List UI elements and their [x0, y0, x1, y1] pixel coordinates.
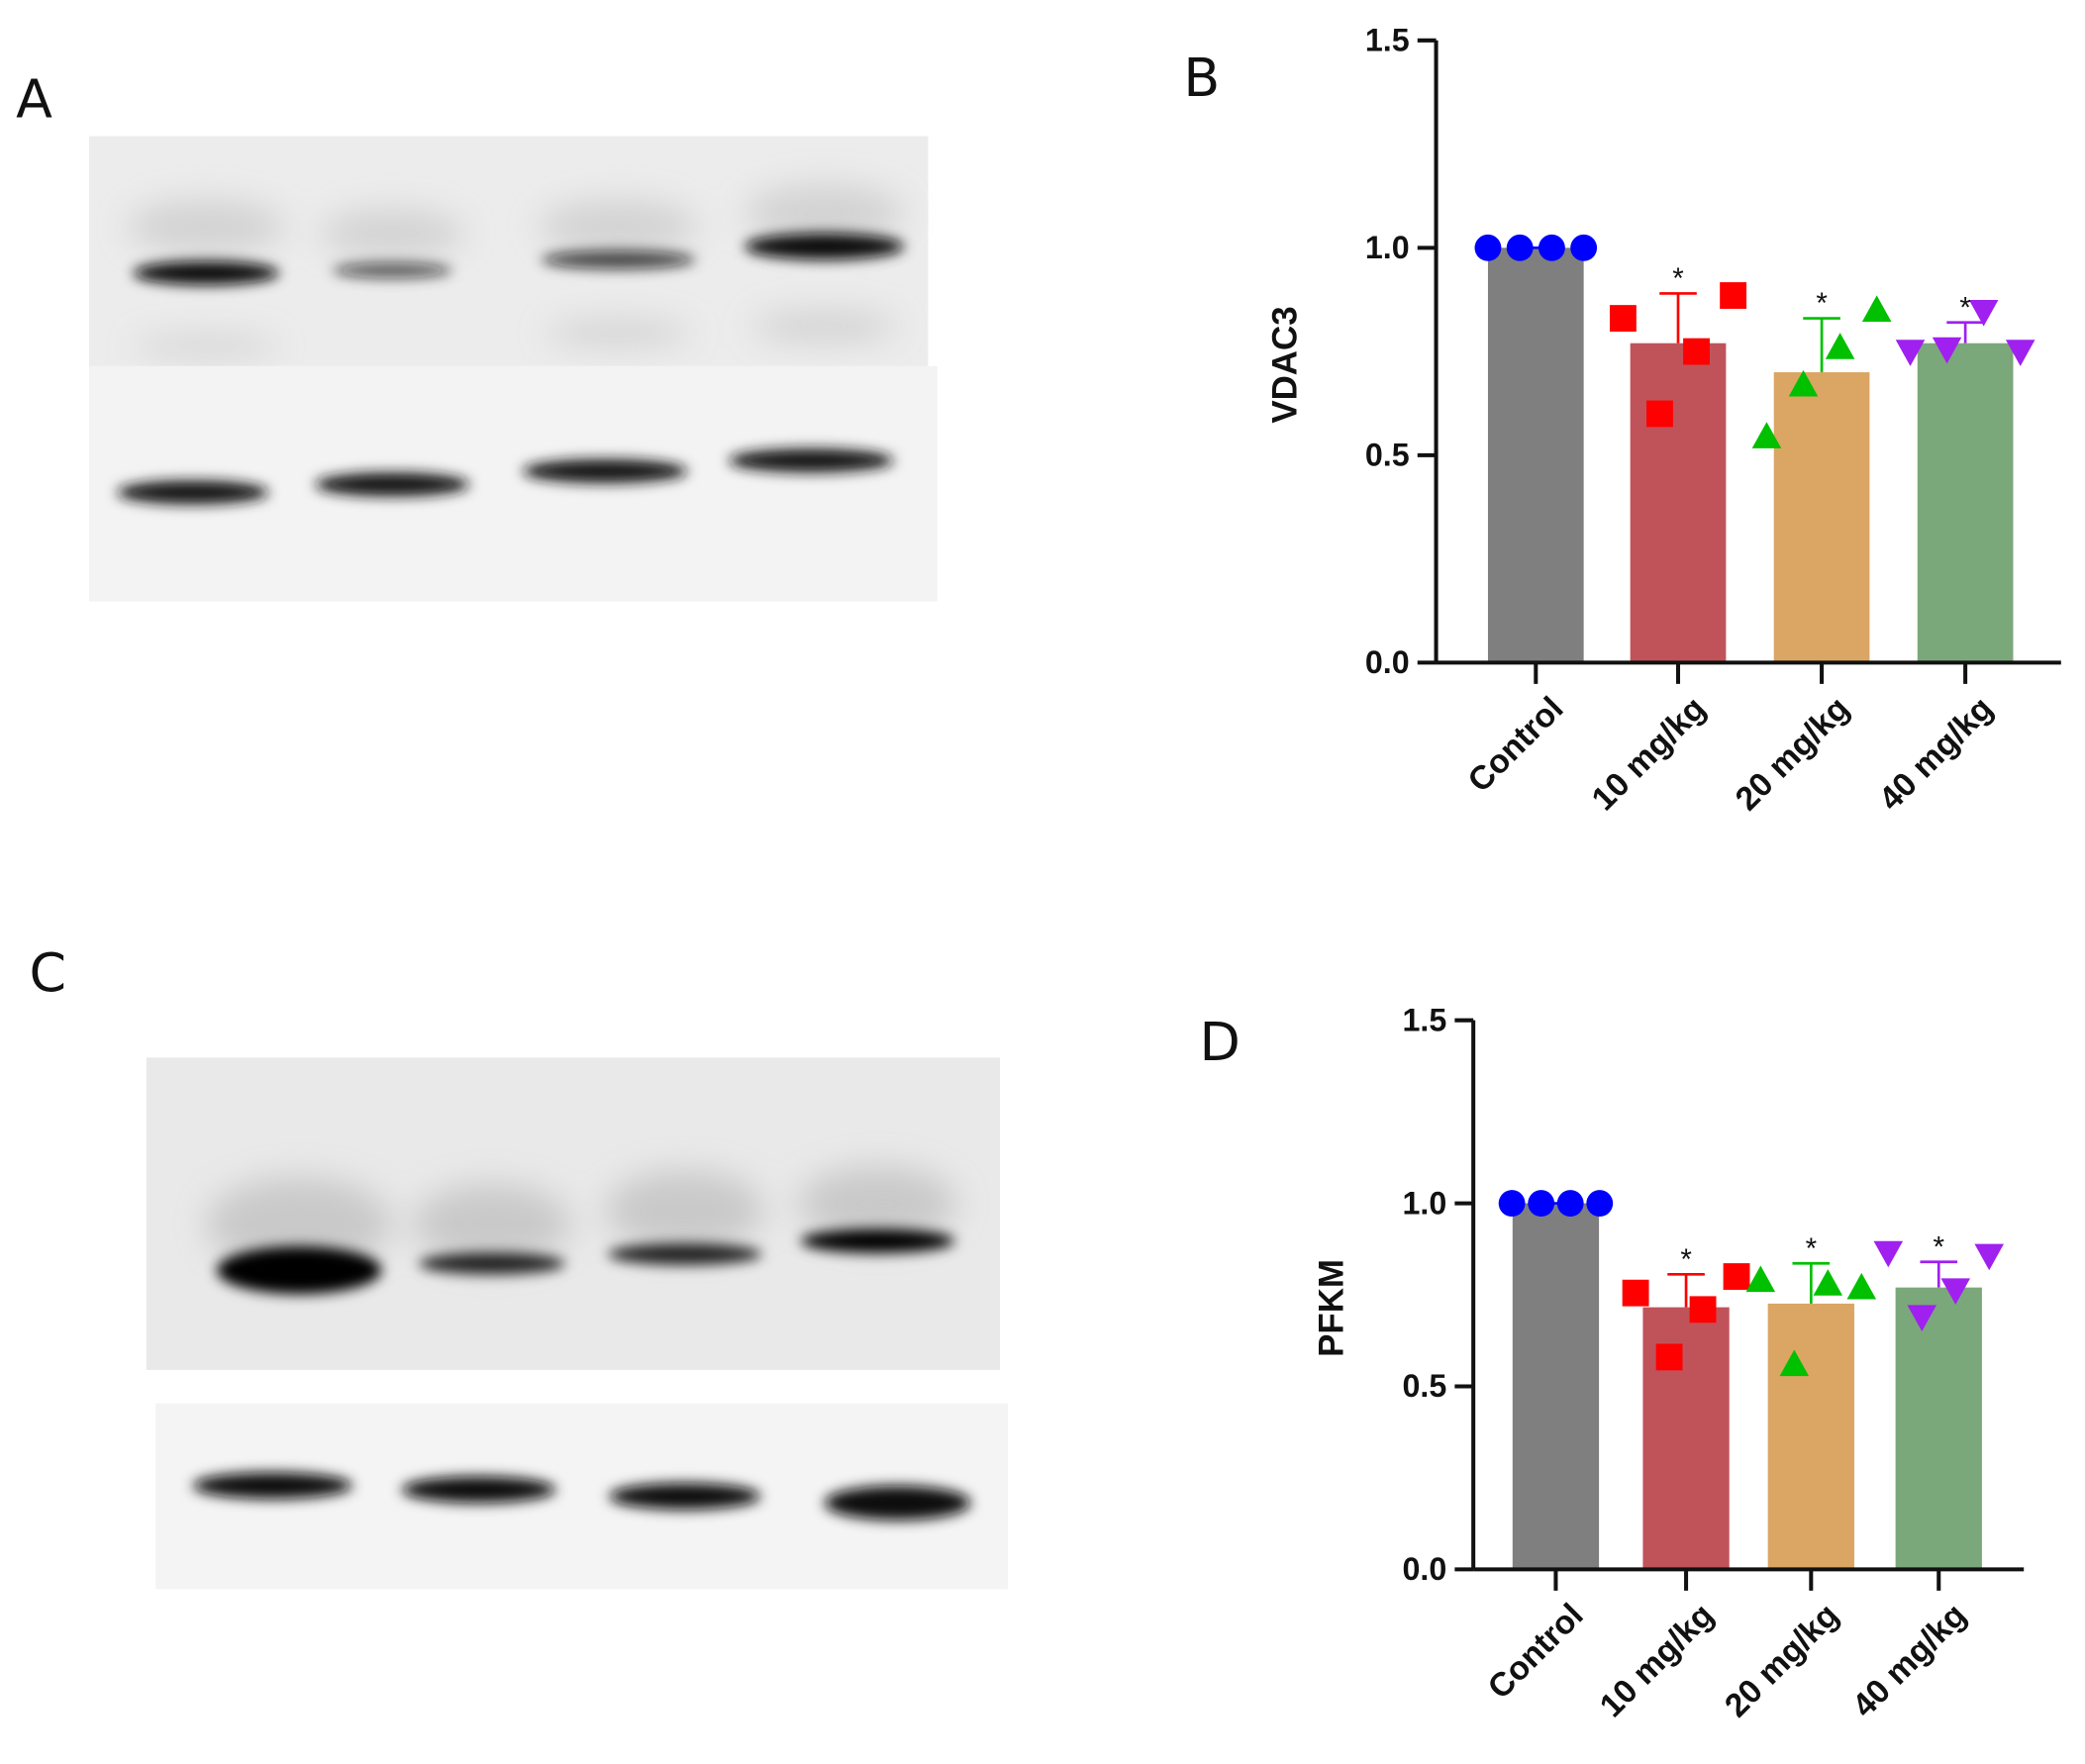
x-tick-label: 20 mg/kg — [1729, 690, 1856, 818]
bar — [1767, 1303, 1854, 1570]
data-point — [1506, 234, 1534, 261]
significance-mark: * — [1816, 287, 1828, 320]
data-point — [1907, 1305, 1937, 1331]
data-point — [1751, 422, 1782, 448]
bar — [1895, 1287, 1982, 1570]
data-point — [1723, 1263, 1750, 1290]
data-point — [1528, 1190, 1555, 1218]
x-tick-label: 20 mg/kg — [1718, 1597, 1845, 1724]
y-axis-label: PFKM — [1313, 1259, 1351, 1357]
bar — [1773, 372, 1870, 663]
data-point — [1788, 369, 1819, 397]
data-point — [1655, 1343, 1683, 1371]
western-blot — [146, 1057, 1009, 1590]
bar — [1630, 343, 1727, 663]
bar — [1642, 1307, 1730, 1570]
y-tick-label: 0.5 — [1403, 1368, 1447, 1404]
bar — [1917, 343, 2014, 663]
panel-label: B — [1183, 47, 1220, 109]
panel-label: D — [1199, 1011, 1240, 1073]
significance-mark: * — [1959, 291, 1971, 324]
data-point — [1825, 333, 1855, 359]
x-tick-label: 10 mg/kg — [1593, 1597, 1721, 1724]
data-point — [1474, 234, 1502, 261]
data-point — [1932, 337, 1962, 364]
data-point — [1968, 300, 1999, 327]
x-tick-label: Control — [1481, 1597, 1591, 1707]
x-tick-label: 10 mg/kg — [1585, 690, 1713, 818]
data-point — [1846, 1272, 1877, 1300]
data-point — [1779, 1349, 1810, 1377]
y-tick-label: 1.0 — [1403, 1185, 1447, 1221]
data-point — [1556, 1190, 1584, 1218]
data-point — [1683, 338, 1710, 365]
data-point — [1646, 400, 1673, 428]
data-point — [1720, 282, 1747, 309]
significance-mark: * — [1672, 262, 1684, 295]
panel-label: A — [16, 68, 52, 131]
data-point — [1745, 1265, 1776, 1293]
data-point — [1570, 234, 1598, 261]
data-point — [1974, 1243, 2005, 1271]
data-point — [1586, 1190, 1614, 1218]
western-blot — [88, 136, 938, 602]
y-tick-label: 0.0 — [1403, 1551, 1447, 1587]
data-point — [1498, 1190, 1526, 1218]
significance-mark: * — [1934, 1230, 1945, 1263]
y-tick-label: 1.5 — [1365, 23, 1410, 58]
panel-label: C — [30, 941, 67, 1004]
data-point — [1609, 305, 1637, 333]
significance-mark: * — [1680, 1243, 1692, 1276]
x-tick-label: 40 mg/kg — [1872, 690, 2000, 818]
y-tick-label: 0.0 — [1365, 644, 1410, 680]
y-tick-label: 0.5 — [1365, 438, 1410, 473]
data-point — [1940, 1278, 1971, 1306]
data-point — [1689, 1296, 1717, 1323]
data-point — [1813, 1269, 1843, 1296]
y-tick-label: 1.5 — [1403, 1002, 1447, 1037]
bar — [1512, 1203, 1600, 1570]
data-point — [1861, 295, 1892, 323]
x-tick-label: Control — [1461, 690, 1571, 800]
y-axis-label: VDAC3 — [1266, 306, 1305, 423]
data-point — [1873, 1240, 1904, 1268]
significance-mark: * — [1806, 1232, 1818, 1265]
data-point — [1895, 340, 1926, 366]
x-tick-label: 40 mg/kg — [1845, 1597, 1973, 1724]
data-point — [1622, 1279, 1649, 1307]
data-point — [1538, 234, 1565, 261]
y-tick-label: 1.0 — [1365, 230, 1410, 265]
bar — [1487, 247, 1584, 663]
data-point — [2005, 340, 2035, 366]
